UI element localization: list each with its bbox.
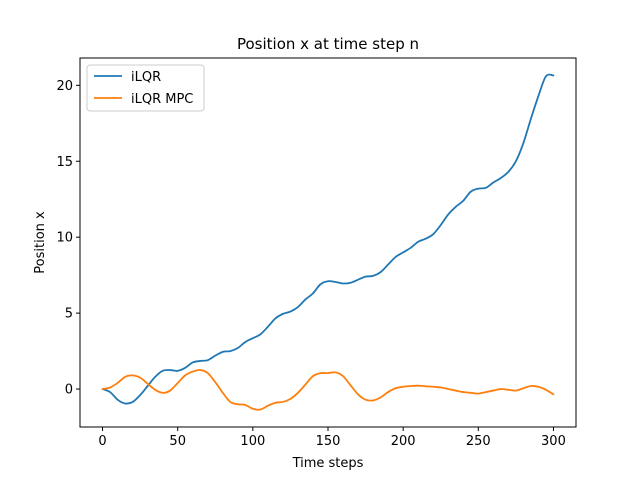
x-tick-label: 50: [169, 434, 186, 449]
x-tick-label: 150: [316, 434, 341, 449]
x-tick-label: 0: [98, 434, 106, 449]
plot-area: [101, 73, 555, 411]
series-line-ilqr: [101, 73, 555, 405]
x-tick-label: 200: [391, 434, 416, 449]
x-tick-label: 100: [240, 434, 265, 449]
y-axis-label: Position x: [33, 211, 48, 274]
y-tick-label: 5: [65, 307, 73, 322]
legend: iLQR iLQR MPC: [86, 64, 205, 112]
legend-label-ilqr: iLQR: [131, 70, 161, 85]
x-tick-label: 250: [466, 434, 491, 449]
chart-title: Position x at time step n: [237, 35, 419, 53]
legend-label-ilqr-mpc: iLQR MPC: [131, 92, 193, 107]
y-tick-label: 10: [56, 231, 73, 246]
y-tick-label: 15: [56, 155, 73, 170]
x-tick-label: 300: [541, 434, 566, 449]
y-tick-label: 20: [56, 79, 73, 94]
y-axis: 0 5 10 15 20: [56, 79, 80, 398]
x-axis-label: Time steps: [292, 456, 364, 471]
y-tick-label: 0: [65, 383, 73, 398]
series-line-ilqr-mpc: [101, 369, 555, 411]
x-axis: 0 50 100 150 200 250 300: [98, 427, 566, 449]
